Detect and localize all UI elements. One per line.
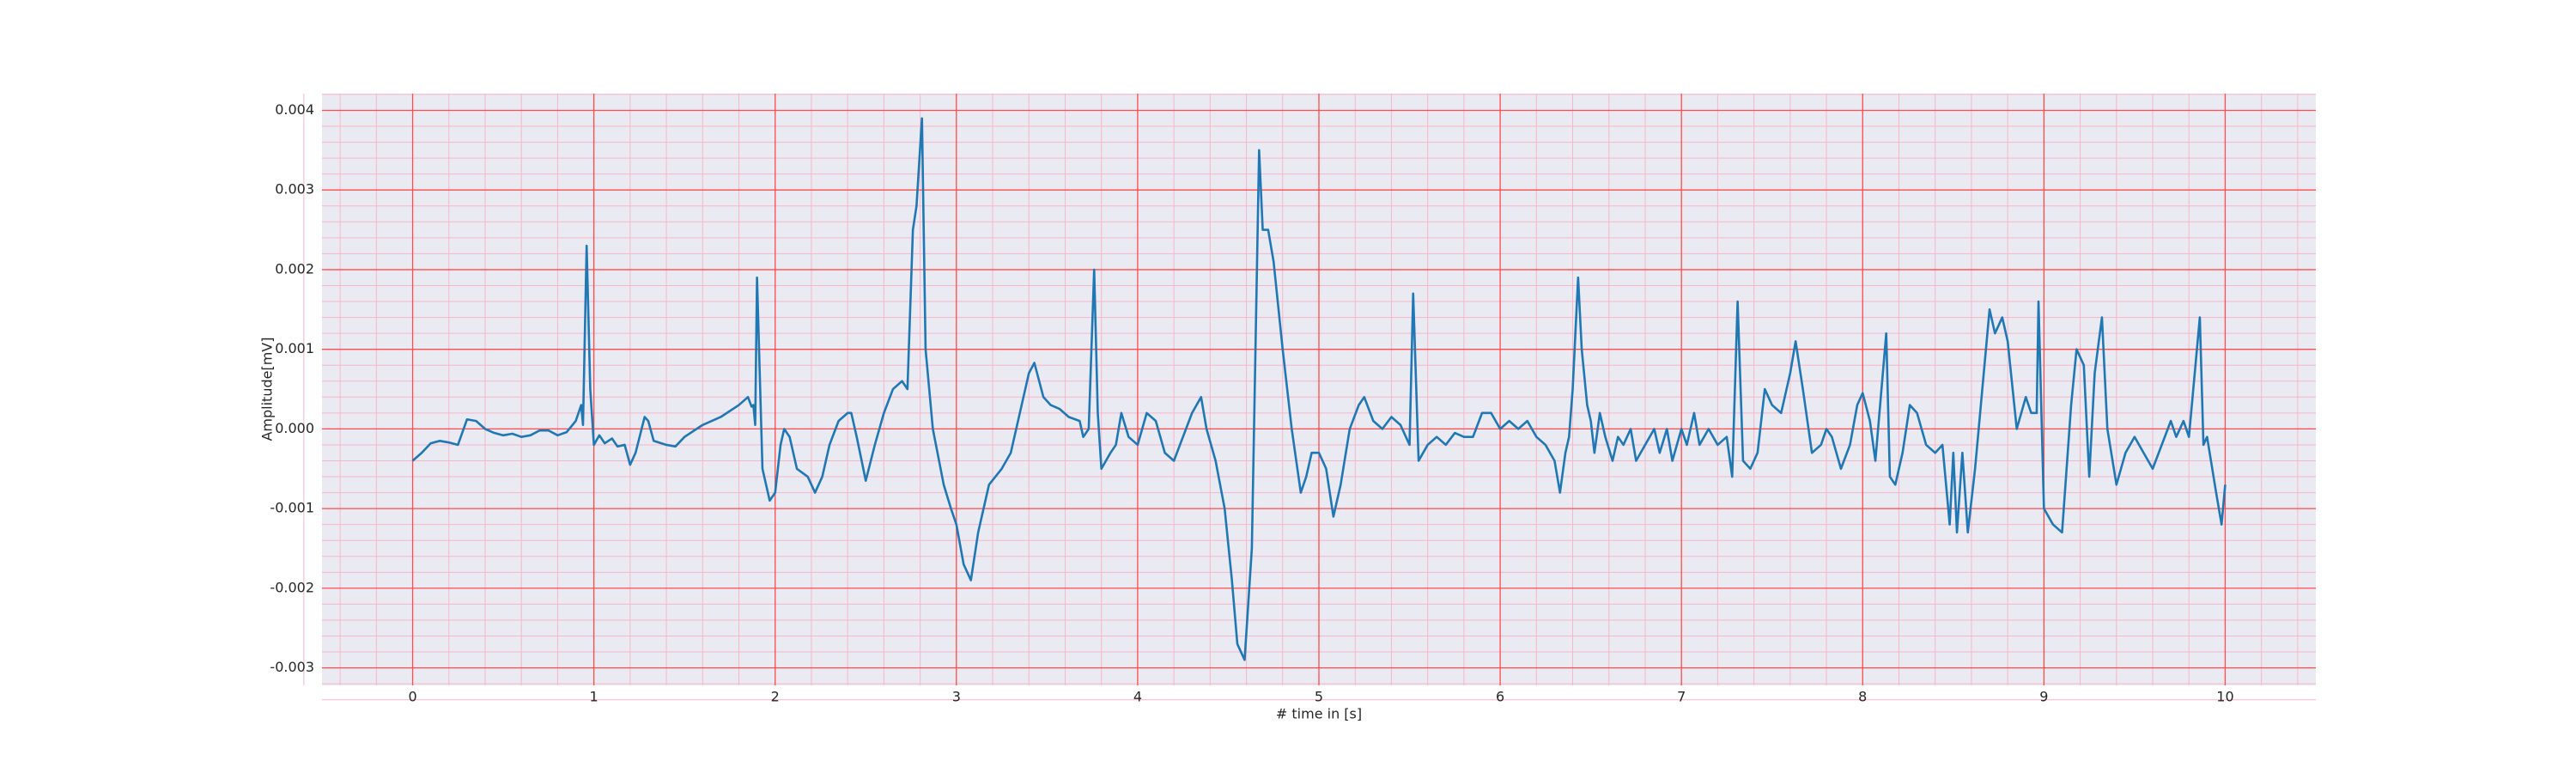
y-tick-label: -0.001 [270, 500, 314, 516]
x-axis-label: # time in [s] [1276, 706, 1362, 722]
x-tick-label: 6 [1496, 689, 1504, 705]
y-tick-label: 0.001 [275, 340, 314, 356]
x-tick-label: 8 [1858, 689, 1867, 705]
x-tick-label: 9 [2039, 689, 2048, 705]
x-tick-label: 0 [408, 689, 416, 705]
x-tick-label: 1 [590, 689, 598, 705]
x-tick-label: 7 [1677, 689, 1686, 705]
x-tick-label: 2 [771, 689, 780, 705]
signal-line [411, 117, 2227, 661]
y-tick-label: 0.003 [275, 181, 314, 198]
y-tick-label: 0.002 [275, 260, 314, 277]
y-axis-label: Amplitude[mV] [259, 337, 276, 441]
x-tick-label: 10 [2216, 689, 2233, 705]
marks [411, 117, 2227, 661]
grid [303, 94, 2316, 701]
x-tick-label: 4 [1133, 689, 1142, 705]
y-tick-label: 0.004 [275, 101, 314, 118]
x-tick-label: 5 [1315, 689, 1323, 705]
y-tick-label: -0.002 [270, 579, 314, 595]
y-tick-label: 0.000 [275, 420, 314, 436]
y-tick-label: -0.003 [270, 659, 314, 675]
x-tick-label: 3 [952, 689, 961, 705]
